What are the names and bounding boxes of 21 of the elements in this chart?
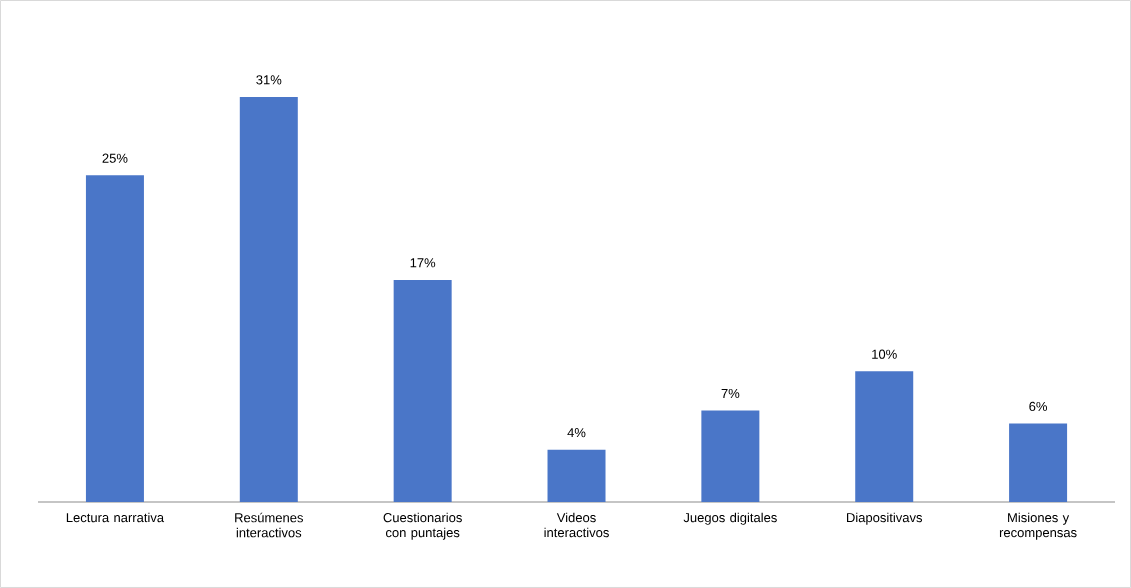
bar	[701, 410, 760, 502]
x-tick-label: Cuestionarios con puntajes	[383, 512, 462, 540]
data-label: 6%	[1029, 401, 1048, 412]
bar	[855, 371, 914, 502]
bar	[393, 279, 452, 502]
x-tick-label: Diapositivavs	[847, 512, 923, 525]
bar	[239, 96, 298, 502]
data-label: 7%	[721, 388, 740, 398]
x-tick-label: Misiones y recompensas	[999, 512, 1077, 540]
x-tick-label: Lectura narrativa	[66, 512, 165, 523]
data-label: 31%	[256, 75, 282, 85]
x-tick-label: Videos interactivos	[544, 512, 609, 538]
bar	[1009, 423, 1068, 502]
data-label: 4%	[567, 428, 586, 438]
bar	[85, 175, 144, 502]
data-label: 25%	[102, 153, 128, 163]
data-label: 10%	[872, 349, 897, 359]
bar	[547, 449, 606, 502]
x-tick-label: Juegos digitales	[683, 512, 777, 525]
x-tick-label: Resúmenes interactivos	[235, 512, 303, 538]
data-label: 17%	[410, 258, 436, 268]
